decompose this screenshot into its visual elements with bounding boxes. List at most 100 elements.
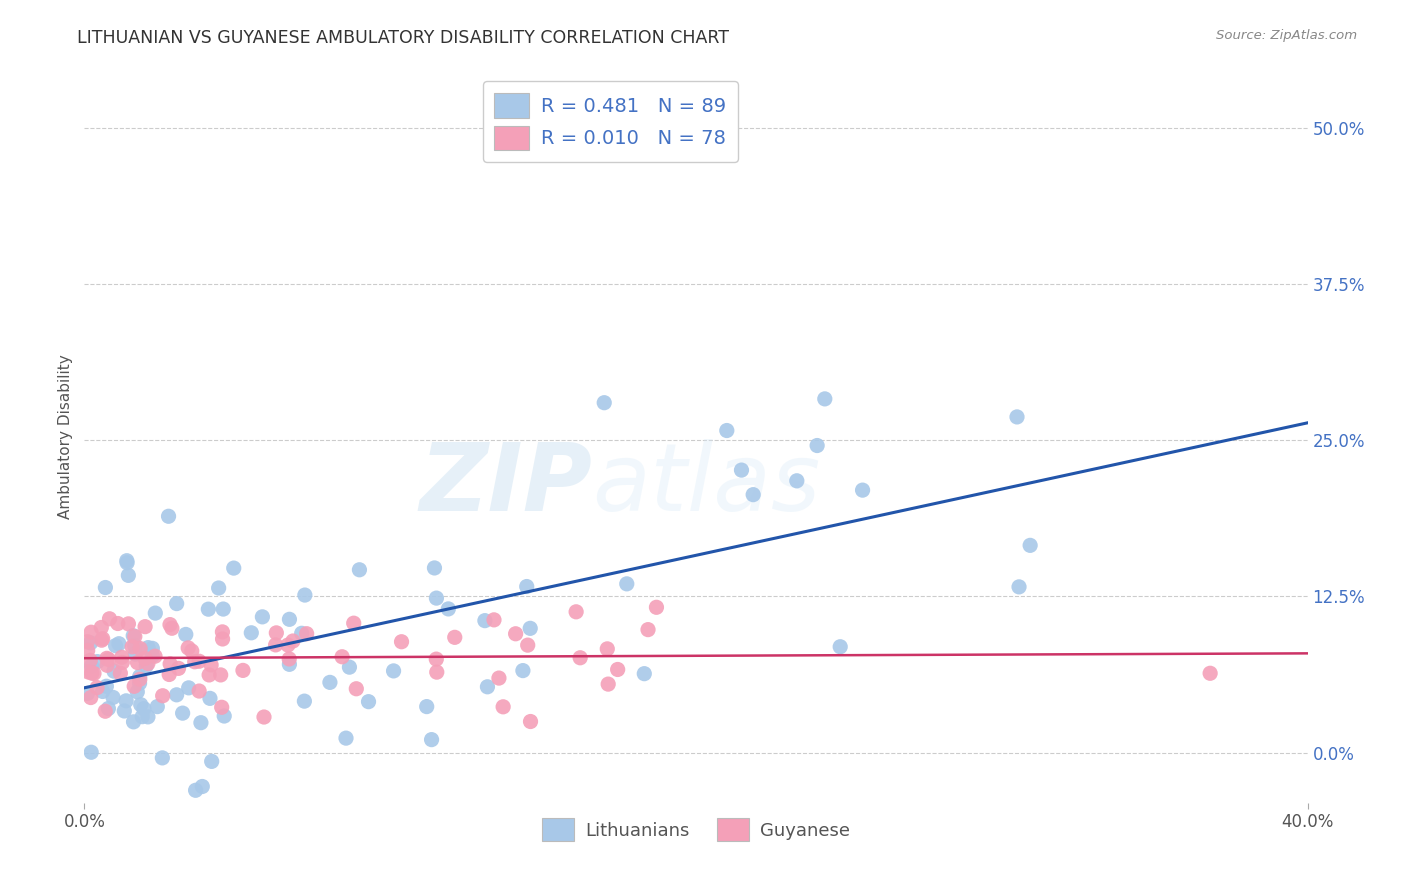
Point	[806, 438, 828, 452]
Point	[152, 689, 174, 703]
Point	[96, 651, 118, 665]
Point	[131, 709, 153, 723]
Point	[115, 554, 138, 568]
Point	[211, 624, 233, 639]
Point	[167, 661, 190, 675]
Text: ZIP: ZIP	[419, 439, 592, 531]
Point	[569, 650, 592, 665]
Point	[742, 488, 765, 502]
Point	[198, 691, 221, 706]
Point	[80, 658, 103, 673]
Point	[593, 395, 616, 409]
Point	[135, 658, 157, 673]
Point	[208, 581, 231, 595]
Point	[212, 602, 235, 616]
Point	[76, 634, 98, 648]
Point	[598, 677, 620, 691]
Point	[96, 679, 118, 693]
Point	[830, 640, 852, 654]
Point	[512, 664, 534, 678]
Point	[107, 616, 129, 631]
Point	[426, 665, 449, 680]
Point	[716, 424, 738, 438]
Point	[200, 657, 222, 672]
Point	[129, 698, 152, 712]
Point	[190, 715, 212, 730]
Point	[637, 623, 659, 637]
Point	[1199, 666, 1222, 681]
Point	[474, 614, 496, 628]
Point	[335, 731, 357, 746]
Point	[277, 638, 299, 652]
Point	[344, 681, 367, 696]
Point	[232, 664, 254, 678]
Point	[357, 695, 380, 709]
Point	[117, 616, 139, 631]
Point	[117, 568, 139, 582]
Point	[76, 643, 98, 657]
Point	[212, 709, 235, 723]
Point	[128, 673, 150, 687]
Point	[278, 652, 301, 666]
Point	[209, 668, 232, 682]
Point	[159, 617, 181, 632]
Point	[278, 657, 301, 672]
Point	[488, 671, 510, 685]
Point	[177, 640, 200, 655]
Point	[132, 701, 155, 715]
Point	[122, 679, 145, 693]
Point	[134, 620, 156, 634]
Point	[103, 664, 125, 678]
Point	[786, 474, 808, 488]
Point	[519, 714, 541, 729]
Point	[86, 681, 108, 695]
Point	[97, 652, 120, 666]
Point	[730, 463, 752, 477]
Point	[129, 641, 152, 656]
Point	[136, 640, 159, 655]
Point	[143, 649, 166, 664]
Text: LITHUANIAN VS GUYANESE AMBULATORY DISABILITY CORRELATION CHART: LITHUANIAN VS GUYANESE AMBULATORY DISABI…	[77, 29, 730, 46]
Point	[330, 649, 353, 664]
Point	[349, 563, 371, 577]
Point	[211, 700, 233, 714]
Point	[79, 653, 101, 667]
Point	[516, 580, 538, 594]
Point	[111, 650, 134, 665]
Point	[222, 561, 245, 575]
Point	[425, 591, 447, 606]
Point	[415, 699, 437, 714]
Point	[124, 630, 146, 644]
Point	[291, 626, 314, 640]
Point	[90, 633, 112, 648]
Point	[101, 690, 124, 705]
Point	[180, 644, 202, 658]
Point	[292, 694, 315, 708]
Point	[492, 699, 515, 714]
Point	[281, 634, 304, 648]
Point	[110, 666, 132, 681]
Point	[174, 627, 197, 641]
Point	[565, 605, 588, 619]
Point	[115, 556, 138, 570]
Point	[294, 588, 316, 602]
Point	[96, 658, 118, 673]
Point	[382, 664, 405, 678]
Point	[79, 636, 101, 650]
Point	[645, 600, 668, 615]
Point	[121, 640, 143, 654]
Point	[516, 638, 538, 652]
Point	[851, 483, 873, 497]
Point	[124, 639, 146, 653]
Point	[197, 602, 219, 616]
Point	[80, 745, 103, 759]
Point	[184, 655, 207, 669]
Point	[596, 641, 619, 656]
Point	[80, 666, 103, 681]
Point	[80, 625, 103, 640]
Point	[83, 666, 105, 681]
Point	[112, 704, 135, 718]
Point	[191, 780, 214, 794]
Point	[141, 648, 163, 663]
Point	[86, 655, 108, 669]
